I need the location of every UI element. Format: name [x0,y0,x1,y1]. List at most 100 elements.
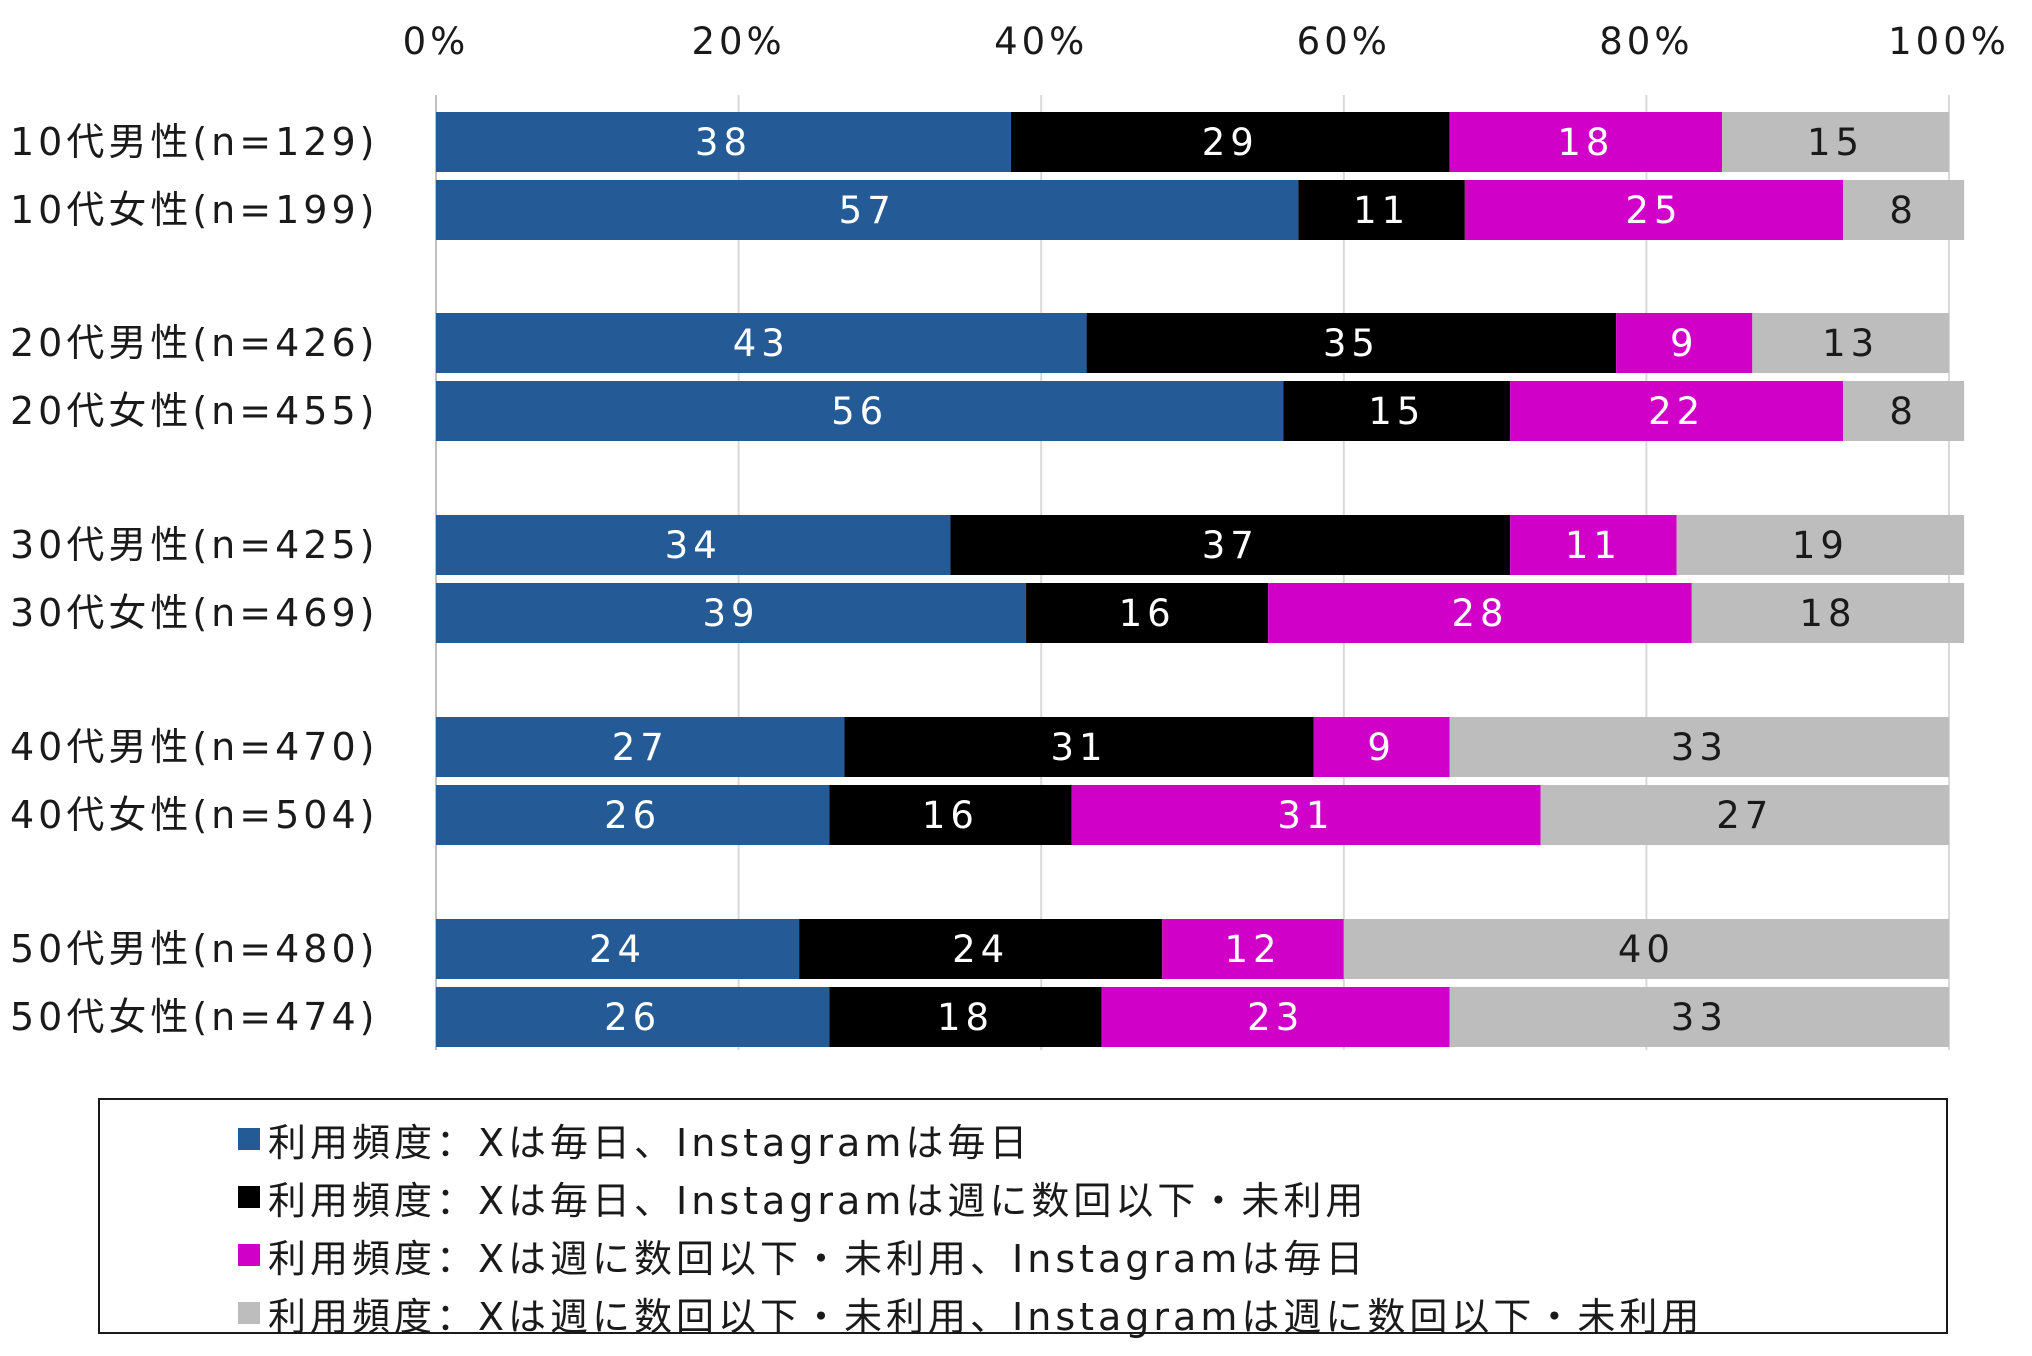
data-label: 35 [1323,322,1380,365]
bar-segment [436,313,1087,373]
data-label: 31 [1277,794,1334,837]
data-label: 37 [1202,524,1259,567]
data-label: 8 [1889,189,1918,232]
bar-segment [436,515,951,575]
bar-segment [1449,717,1949,777]
bar-segment [1283,381,1511,441]
bar-segment [1010,112,1450,172]
bar-segment [436,180,1299,240]
x-tick-label: 0% [403,20,470,63]
category-label: 10代男性(n=129) [10,120,378,164]
data-label: 57 [839,189,896,232]
data-label: 27 [1716,794,1773,837]
x-tick-label: 20% [691,20,785,63]
bar-segment [1313,717,1450,777]
bar-segment [829,785,1072,845]
x-tick-label: 100% [1888,20,2010,63]
bar-segment [1343,919,1949,979]
data-label: 9 [1367,726,1396,769]
bar-segment [1449,987,1949,1047]
data-label: 9 [1670,322,1699,365]
category-label: 40代男性(n=470) [10,725,378,769]
bar-segment [1026,583,1269,643]
bar-segment [799,919,1163,979]
bar-segment [436,717,845,777]
data-label: 11 [1353,189,1410,232]
bar-segment [1752,313,1949,373]
data-label: 28 [1451,592,1508,635]
bar-segment [1510,515,1677,575]
category-label: 20代女性(n=455) [10,389,378,433]
data-label: 19 [1792,524,1849,567]
stacked-bar-chart: 0% 20% 40% 60% 80% 100% 10代男性(n=129) 38 29 18 15 10… [10,20,2010,1050]
data-label: 33 [1671,996,1728,1039]
bar-segment [1843,381,1965,441]
data-label: 34 [665,524,722,567]
bar-segment [436,583,1027,643]
category-label: 50代男性(n=480) [10,927,378,971]
data-label: 24 [589,928,646,971]
data-label: 29 [1202,121,1259,164]
data-label: 11 [1565,524,1622,567]
data-label: 15 [1368,390,1425,433]
bar-segment [1676,515,1965,575]
data-label: 43 [733,322,790,365]
legend-label: 利用頻度：Xは週に数回以下・未利用、Instagramは毎日 [268,1236,1368,1281]
legend-swatch [238,1186,260,1208]
x-tick-label: 40% [994,20,1088,63]
bar-segment [1722,112,1949,172]
bar-segment [1298,180,1465,240]
category-label: 40代女性(n=504) [10,793,378,837]
bar-segment [1464,180,1844,240]
data-label: 40 [1618,928,1675,971]
category-label: 30代男性(n=425) [10,523,378,567]
bar-segment [1510,381,1844,441]
category-label: 10代女性(n=199) [10,188,378,232]
bar-segment [436,112,1011,172]
bar-segment [1268,583,1692,643]
bar-segment [436,381,1284,441]
bar-segment [1449,112,1723,172]
legend-item: 利用頻度：Xは週に数回以下・未利用、Instagramは毎日 [238,1230,1368,1281]
x-tick-label: 80% [1599,20,1693,63]
bar-segment [1540,785,1949,845]
legend: 利用頻度：Xは毎日、Instagramは毎日 利用頻度：Xは毎日、Instagr… [98,1098,1948,1339]
bar-segment [844,717,1314,777]
data-label: 22 [1648,390,1705,433]
data-label: 24 [952,928,1009,971]
data-label: 39 [702,592,759,635]
legend-label: 利用頻度：Xは毎日、Instagramは週に数回以下・未利用 [268,1178,1368,1223]
data-label: 8 [1889,390,1918,433]
bar-segment [829,987,1102,1047]
data-label: 27 [612,726,669,769]
bar-segment [1616,313,1753,373]
data-label: 23 [1247,996,1304,1039]
data-label: 56 [831,390,888,433]
legend-item: 利用頻度：Xは毎日、Instagramは毎日 [238,1114,1031,1165]
bar-segment [1843,180,1965,240]
data-label: 31 [1050,726,1107,769]
bar-segment [1162,919,1344,979]
bar-segment [1086,313,1617,373]
data-label: 38 [695,121,752,164]
data-label: 26 [604,996,661,1039]
legend-label: 利用頻度：Xは週に数回以下・未利用、Instagramは週に数回以下・未利用 [268,1294,1704,1339]
bar-segment [436,987,830,1047]
bar-segment [1101,987,1450,1047]
category-label: 50代女性(n=474) [10,995,378,1039]
bar-segment [436,785,830,845]
data-label: 18 [937,996,994,1039]
data-label: 25 [1625,189,1682,232]
x-tick-label: 60% [1297,20,1391,63]
bar-segment [1691,583,1965,643]
legend-swatch [238,1128,260,1150]
category-label: 20代男性(n=426) [10,321,378,365]
bar-segment [950,515,1511,575]
category-label: 30代女性(n=469) [10,591,378,635]
legend-swatch [238,1302,260,1324]
data-label: 12 [1224,928,1281,971]
legend-item: 利用頻度：Xは毎日、Instagramは週に数回以下・未利用 [238,1172,1368,1223]
data-label: 15 [1807,121,1864,164]
bar-segment [1071,785,1541,845]
